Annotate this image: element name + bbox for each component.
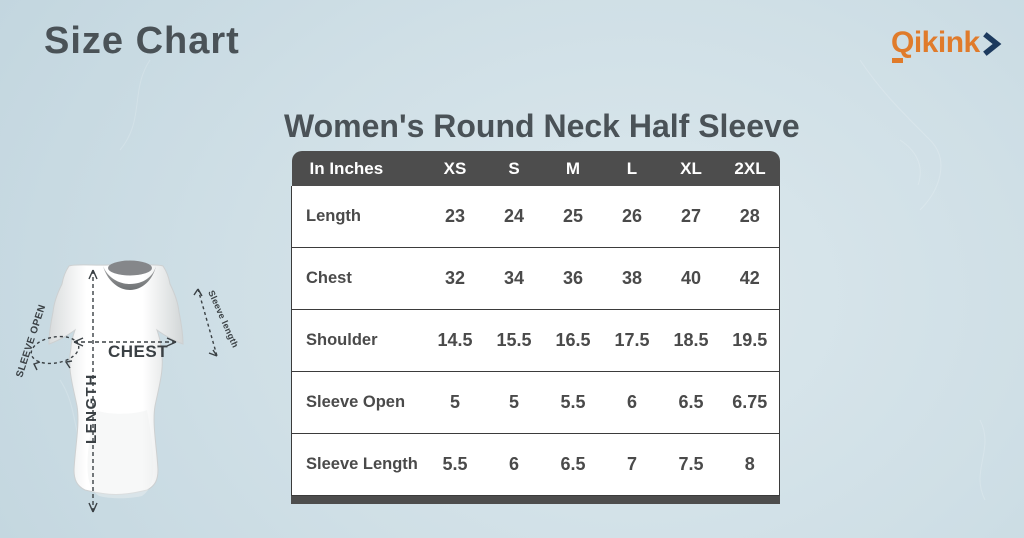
svg-text:SLEEVE OPEN: SLEEVE OPEN — [14, 303, 48, 379]
svg-text:Sleeve length: Sleeve length — [206, 289, 240, 350]
svg-text:CHEST: CHEST — [108, 342, 168, 361]
svg-text:LENGTH: LENGTH — [83, 373, 100, 444]
